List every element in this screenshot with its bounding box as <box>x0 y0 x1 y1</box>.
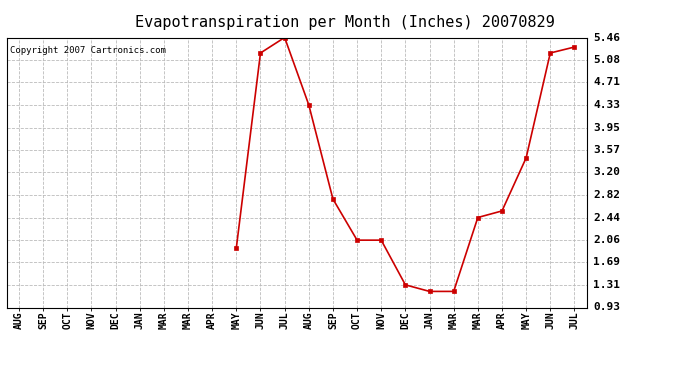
Text: 4.71: 4.71 <box>593 77 620 87</box>
Text: 1.69: 1.69 <box>593 257 620 267</box>
Text: 2.44: 2.44 <box>593 213 620 222</box>
Text: 3.95: 3.95 <box>593 123 620 132</box>
Text: 1.31: 1.31 <box>593 280 620 290</box>
Text: 3.57: 3.57 <box>593 145 620 155</box>
Text: 2.06: 2.06 <box>593 235 620 245</box>
Text: Evapotranspiration per Month (Inches) 20070829: Evapotranspiration per Month (Inches) 20… <box>135 15 555 30</box>
Text: 4.33: 4.33 <box>593 100 620 110</box>
Text: 0.93: 0.93 <box>593 303 620 312</box>
Text: Copyright 2007 Cartronics.com: Copyright 2007 Cartronics.com <box>10 46 166 55</box>
Text: 5.46: 5.46 <box>593 33 620 42</box>
Text: 2.82: 2.82 <box>593 190 620 200</box>
Text: 3.20: 3.20 <box>593 167 620 177</box>
Text: 5.08: 5.08 <box>593 55 620 65</box>
